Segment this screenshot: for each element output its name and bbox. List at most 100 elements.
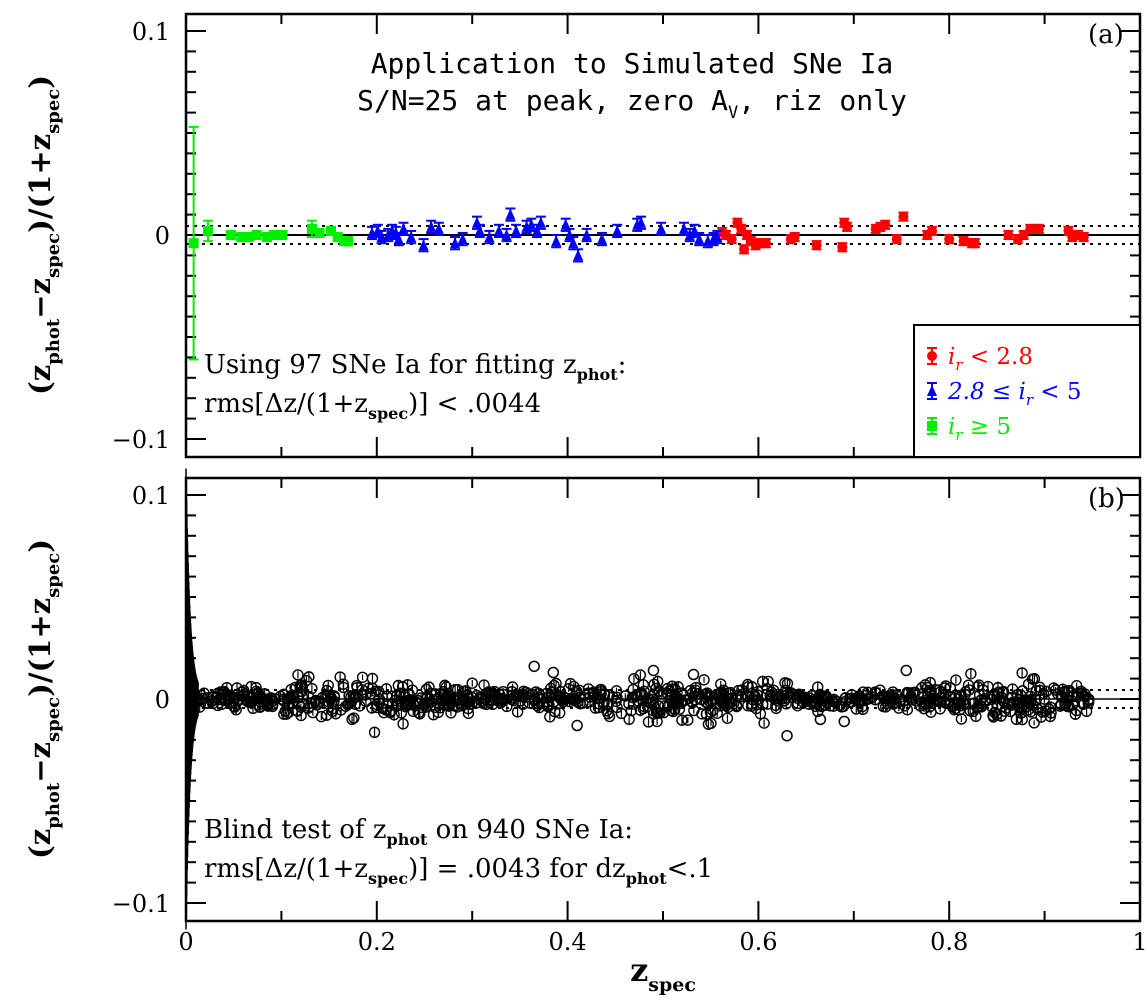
data-point	[652, 700, 665, 712]
panel-b: (b) Blind test of zphot on 940 SNe Ia: r…	[184, 468, 1142, 930]
data-point	[1033, 223, 1044, 234]
data-point	[306, 223, 317, 234]
data-point	[560, 218, 571, 230]
data-point	[698, 674, 710, 686]
data-point	[351, 681, 363, 694]
data-point	[243, 232, 254, 243]
data-point	[714, 700, 727, 712]
data-point	[694, 233, 705, 245]
data-point	[880, 219, 891, 230]
panel-a-ylabel: (zphot−zspec)/(1+zspec)	[23, 75, 64, 395]
data-point	[837, 242, 848, 253]
data-point	[1003, 230, 1014, 240]
data-point	[217, 686, 229, 699]
data-point	[445, 707, 457, 719]
data-point	[596, 233, 607, 245]
data-point	[770, 702, 782, 715]
data-point	[676, 714, 688, 726]
data-point	[628, 673, 640, 685]
data-point	[368, 726, 381, 739]
x-tick-label: 0	[178, 928, 193, 956]
data-point	[551, 235, 562, 247]
data-point	[1078, 232, 1089, 243]
data-point	[506, 681, 519, 693]
data-point	[571, 719, 583, 732]
data-point	[842, 221, 853, 232]
data-point	[721, 712, 734, 724]
data-point	[568, 237, 579, 249]
data-point	[584, 691, 596, 703]
x-tick-label: 0.6	[739, 928, 777, 956]
data-point	[292, 669, 304, 681]
data-point	[891, 234, 902, 245]
panel-b-note-line1: Blind test of zphot on 940 SNe Ia:	[204, 815, 633, 849]
panel-b-ticks	[186, 478, 1140, 921]
legend-box	[913, 324, 1141, 458]
data-point	[380, 704, 392, 716]
data-point	[761, 238, 772, 249]
data-point	[277, 230, 288, 240]
data-point	[612, 224, 623, 236]
data-point	[927, 225, 938, 236]
data-point	[573, 249, 584, 261]
data-point	[414, 708, 426, 720]
data-point	[1045, 707, 1057, 719]
data-point	[739, 244, 750, 255]
data-point	[647, 664, 660, 677]
data-point	[418, 239, 429, 251]
data-point	[250, 681, 262, 694]
data-point	[802, 694, 814, 706]
x-tick-label: 1	[1132, 928, 1147, 956]
data-point	[702, 718, 715, 730]
data-point	[450, 237, 461, 249]
data-point	[827, 700, 840, 712]
panel-b-label: (b)	[1088, 484, 1125, 514]
data-point	[741, 689, 753, 702]
data-point	[295, 709, 307, 722]
data-point	[653, 685, 665, 697]
data-point	[1075, 687, 1088, 699]
panel-a-label: (a)	[1088, 20, 1124, 50]
data-point	[232, 695, 244, 707]
data-point	[678, 222, 689, 234]
data-point	[415, 692, 427, 704]
data-point	[332, 232, 343, 243]
data-point	[752, 685, 764, 698]
data-point	[501, 229, 512, 240]
data-point	[939, 682, 951, 694]
data-point	[682, 714, 694, 726]
data-point	[789, 232, 800, 243]
data-point	[571, 685, 583, 698]
data-point	[337, 678, 349, 690]
data-point	[395, 707, 408, 719]
data-point	[686, 695, 698, 708]
panel-a-fit-note-line1: Using 97 SNe Ia for fitting zphot:	[204, 350, 626, 384]
data-point	[965, 667, 977, 680]
data-point	[202, 225, 213, 236]
data-point	[1028, 717, 1040, 729]
data-point	[687, 668, 700, 681]
legend: ir < 2.8 2.8 ≤ ir < 5 ir ≥ 5	[913, 324, 1141, 458]
data-point	[247, 702, 259, 715]
data-point	[927, 421, 937, 431]
data-point	[838, 715, 851, 728]
data-point	[1034, 684, 1047, 697]
panel-a: (a) Application to Simulated SNe Ia S/N=…	[184, 12, 1142, 459]
data-point	[484, 231, 495, 243]
data-point	[581, 229, 592, 240]
data-point	[373, 685, 385, 698]
data-point	[346, 713, 358, 726]
data-point	[526, 218, 537, 230]
data-point	[448, 700, 460, 712]
data-point	[758, 717, 770, 729]
data-point	[420, 683, 433, 696]
data-point	[924, 676, 936, 689]
data-point	[532, 224, 543, 236]
data-point	[343, 236, 354, 247]
x-tick-label: 0.4	[549, 928, 587, 956]
data-point	[811, 240, 822, 251]
data-point	[533, 691, 545, 703]
data-point	[927, 351, 937, 361]
data-point	[406, 231, 417, 243]
